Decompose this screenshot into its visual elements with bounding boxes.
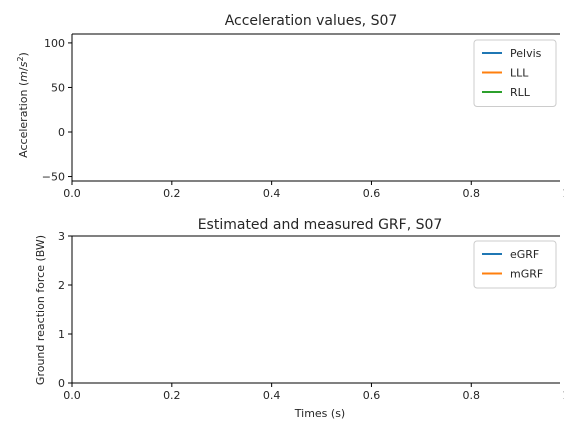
acceleration-ticks: 0.0 0.2 0.4 0.6 0.8 1.0 −50 0 50 100 [42,37,564,200]
grf-y-tick-label: 1 [58,328,65,341]
acceleration-legend-box [473,39,557,107]
grf-legend: eGRF mGRF [473,240,557,289]
grf-x-tick-label: 1.0 [562,389,564,402]
acceleration-x-tick-label: 1.0 [562,187,564,200]
acceleration-legend: Pelvis LLL RLL [473,39,557,107]
acceleration-x-tick-label: 0.6 [363,187,381,200]
grf-x-label: Times (s) [294,407,345,420]
grf-ticks: 0.0 0.2 0.4 0.6 0.8 1.0 0 1 2 3 [58,230,564,402]
grf-x-tick-label: 0.6 [363,389,381,402]
acceleration-legend-label: Pelvis [510,47,542,60]
grf-legend-label: eGRF [510,248,539,261]
grf-y-tick-label: 2 [58,279,65,292]
grf-x-tick-label: 0.0 [63,389,81,402]
acceleration-x-tick-label: 0.0 [63,187,81,200]
grf-legend-box [473,240,557,289]
acceleration-x-tick-label: 0.4 [263,187,281,200]
acceleration-y-tick-label: 50 [51,81,65,94]
acceleration-y-tick-label: −50 [42,171,65,184]
acceleration-title: Acceleration values, S07 [225,13,398,29]
grf-y-label: Ground reaction force (BW) [34,235,47,385]
grf-x-tick-label: 0.4 [263,389,281,402]
acceleration-legend-label: LLL [510,67,529,80]
grf-y-tick-label: 3 [58,230,65,243]
grf-y-tick-label: 0 [58,377,65,390]
acceleration-y-label: Acceleration (m/s2) [16,52,30,158]
acceleration-y-tick-label: 100 [44,37,65,50]
acceleration-y-tick-label: 0 [58,126,65,139]
grf-legend-label: mGRF [510,268,543,281]
grf-subplot: Estimated and measured GRF, S07 Ground r… [34,217,564,420]
acceleration-legend-label: RLL [510,86,531,99]
grf-x-tick-label: 0.8 [463,389,481,402]
grf-x-tick-label: 0.2 [163,389,181,402]
acceleration-x-tick-label: 0.8 [463,187,481,200]
grf-title: Estimated and measured GRF, S07 [198,217,443,233]
acceleration-subplot: Acceleration values, S07 Acceleration (m… [16,13,564,200]
acceleration-x-tick-label: 0.2 [163,187,181,200]
